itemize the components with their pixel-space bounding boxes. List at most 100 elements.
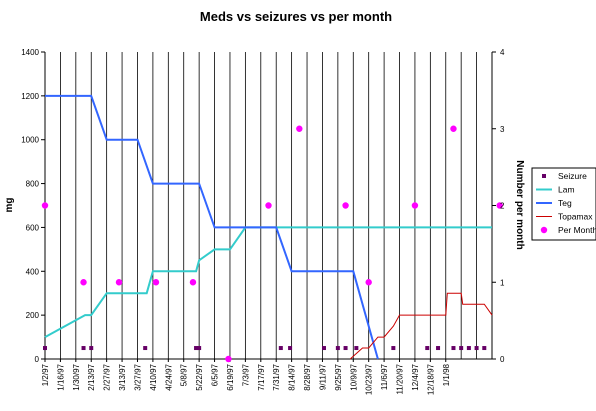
x-tick-label: 4/10/97 xyxy=(149,363,158,390)
legend-label: Topamax xyxy=(558,212,593,222)
seizure-point xyxy=(391,346,396,351)
x-tick-label: 1/2/97 xyxy=(41,363,50,386)
per-month-point xyxy=(342,202,349,209)
series-line xyxy=(349,292,493,360)
seizure-point xyxy=(474,346,479,351)
y-tick-label: 800 xyxy=(26,180,40,189)
series-lam xyxy=(44,226,492,338)
legend-item: Lam xyxy=(536,185,575,195)
legend-label: Per Month xyxy=(558,225,596,235)
seizure-point xyxy=(482,346,487,351)
y2-axis-label: Number per month xyxy=(514,160,525,249)
seizure-point xyxy=(143,346,148,351)
per-month-point xyxy=(189,279,197,286)
x-tick-label: 3/13/97 xyxy=(118,363,127,390)
chart-title: Meds vs seizures vs per month xyxy=(200,9,392,24)
y-tick-label: 1400 xyxy=(21,48,39,57)
series-topamax xyxy=(349,292,493,360)
x-tick-label: 7/3/97 xyxy=(241,363,250,386)
x-tick-label: 2/13/97 xyxy=(87,363,96,390)
y-tick-label: 400 xyxy=(26,267,40,276)
legend-item: Seizure xyxy=(542,171,587,181)
per-month-point xyxy=(115,279,123,286)
seizure-point xyxy=(321,346,326,351)
seizure-point xyxy=(81,346,86,351)
seizure-point xyxy=(343,346,348,351)
seizure-point xyxy=(43,346,47,351)
legend-item: Teg xyxy=(536,198,572,208)
per-month-point xyxy=(265,202,272,209)
per-month-point xyxy=(152,279,160,286)
legend-label: Lam xyxy=(558,185,575,195)
x-tick-label: 6/19/97 xyxy=(226,363,235,390)
seizure-point xyxy=(466,346,471,351)
x-tick-label: 6/5/97 xyxy=(211,363,220,386)
x-tick-label: 1/16/97 xyxy=(56,363,65,390)
y-axis-label: mg xyxy=(4,198,15,213)
x-tick-label: 4/24/97 xyxy=(164,363,173,390)
seizure-point xyxy=(451,346,456,351)
series-seizure xyxy=(43,346,487,351)
seizure-point xyxy=(335,346,340,351)
legend-label: Seizure xyxy=(558,171,587,181)
legend-item: Per Month xyxy=(540,225,596,235)
tick-labels: 0 200 400 600 800 1000 1200 1400 0 1 2 3 4 1/2/97 1/16… xyxy=(21,48,505,395)
series-line xyxy=(45,94,379,360)
per-month-point xyxy=(296,125,303,132)
x-tick-label: 5/22/97 xyxy=(195,363,204,390)
y-tick-label: 200 xyxy=(26,311,40,320)
legend-swatch xyxy=(542,174,546,178)
y2-tick-label: 2 xyxy=(500,202,505,211)
seizure-point xyxy=(278,346,283,351)
seizure-point xyxy=(425,346,430,351)
seizure-point xyxy=(89,346,94,351)
per-month-point xyxy=(365,279,372,286)
x-tick-label: 10/9/97 xyxy=(349,363,358,390)
x-tick-label: 9/11/97 xyxy=(318,363,327,390)
legend-item: Topamax xyxy=(536,212,593,222)
seizure-point xyxy=(197,346,202,351)
y2-tick-label: 0 xyxy=(500,355,505,364)
x-tick-label: 12/4/97 xyxy=(411,363,420,390)
legend-swatch xyxy=(540,226,548,234)
per-month-point xyxy=(411,202,419,209)
per-month-point xyxy=(80,279,87,286)
seizure-point xyxy=(436,346,441,351)
seizure-point xyxy=(288,346,293,351)
x-tick-label: 1/30/97 xyxy=(72,363,81,390)
x-tick-label: 3/27/97 xyxy=(133,363,142,390)
legend-label: Teg xyxy=(558,198,572,208)
y-tick-label: 1000 xyxy=(21,136,39,145)
seizure-point xyxy=(459,346,464,351)
x-tick-label: 8/28/97 xyxy=(303,363,312,390)
x-tick-label: 8/14/97 xyxy=(288,363,297,390)
y-tick-label: 1200 xyxy=(21,92,39,101)
x-tick-label: 10/23/97 xyxy=(365,363,374,395)
series-per-month xyxy=(41,125,503,363)
y2-tick-label: 3 xyxy=(500,125,505,134)
series-teg xyxy=(45,94,379,360)
vertical-grid xyxy=(60,52,477,359)
x-tick-label: 9/25/97 xyxy=(334,363,343,390)
x-tick-label: 2/27/97 xyxy=(103,363,112,390)
per-month-point xyxy=(41,202,49,209)
y-tick-label: 0 xyxy=(35,355,40,364)
y-tick-label: 600 xyxy=(26,223,40,232)
x-tick-label: 11/20/97 xyxy=(396,363,405,394)
x-tick-label: 7/17/97 xyxy=(257,363,266,390)
legend: Seizure Lam Teg Topamax Per Month xyxy=(531,167,596,241)
y2-tick-label: 4 xyxy=(500,48,505,57)
series-line xyxy=(44,226,492,338)
per-month-point xyxy=(225,355,232,363)
x-tick-label: 12/18/97 xyxy=(426,363,435,395)
series xyxy=(41,94,503,363)
seizure-point xyxy=(354,346,359,351)
x-tick-label: 11/6/97 xyxy=(380,363,389,390)
per-month-point xyxy=(496,202,503,209)
x-tick-label: 5/8/97 xyxy=(180,363,189,386)
x-tick-label: 7/31/97 xyxy=(272,363,281,390)
y2-tick-label: 1 xyxy=(500,278,505,287)
per-month-point xyxy=(450,125,457,132)
x-tick-label: 1/1/98 xyxy=(442,363,451,386)
